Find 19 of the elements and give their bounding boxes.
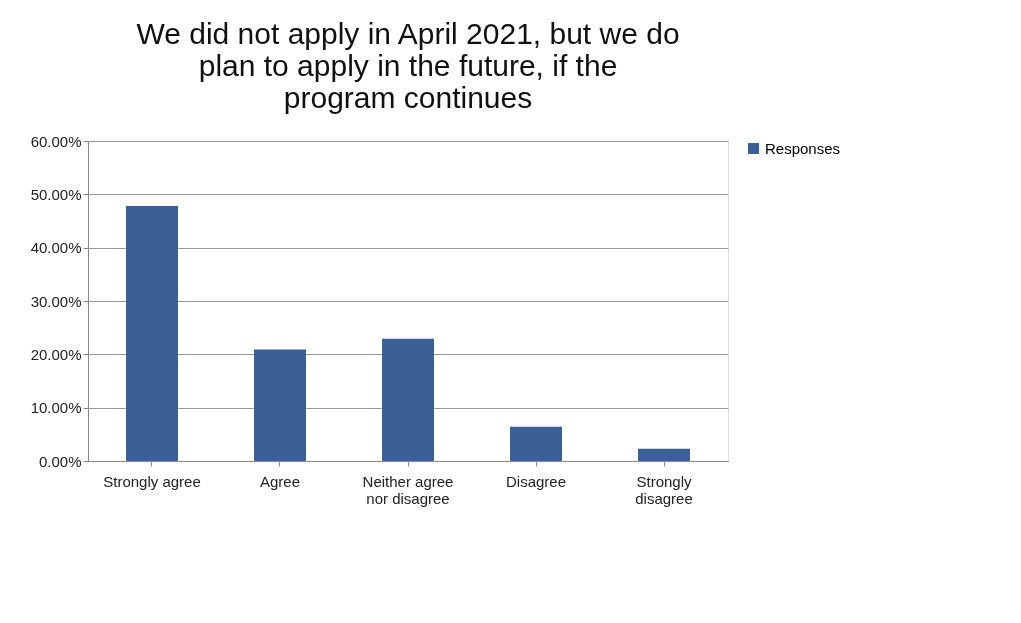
y-tick-label: 40.00% [30, 239, 82, 257]
bar [254, 349, 306, 461]
x-tick-label: Disagree [505, 472, 567, 490]
bar [382, 338, 434, 461]
y-tick-label: 20.00% [30, 345, 82, 363]
legend-label: Responses [765, 139, 841, 157]
y-tick-label: 50.00% [30, 185, 82, 203]
x-tick-label: Neither agree nor disagree [362, 472, 454, 507]
chart-title: We did not apply in April 2021, but we do plan to apply in the future, if the program continues [136, 17, 680, 114]
x-tick-label: Agree [259, 472, 301, 490]
x-tick-label: Strongly disagree [635, 472, 693, 507]
y-tick-label: 60.00% [30, 132, 82, 150]
x-tick-label: Strongly agree [103, 472, 201, 490]
bar [126, 206, 178, 461]
bar [638, 448, 690, 461]
bar [510, 426, 562, 461]
y-tick-label: 30.00% [30, 292, 82, 310]
y-tick-label: 0.00% [38, 452, 82, 470]
y-tick-label: 10.00% [30, 399, 82, 417]
